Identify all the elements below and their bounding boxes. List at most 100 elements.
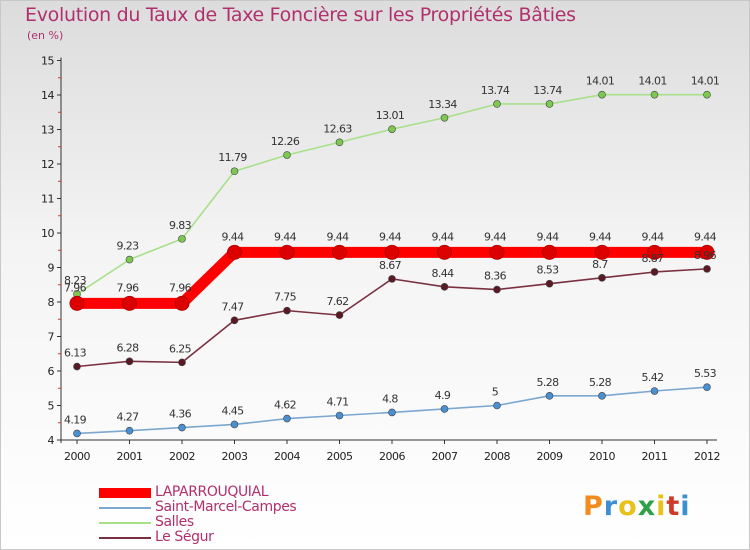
data-point [283, 151, 291, 159]
data-point [335, 311, 344, 319]
data-label: 5.28 [536, 376, 559, 389]
data-point [227, 244, 242, 260]
data-point [703, 383, 711, 392]
data-label: 14.01 [691, 75, 720, 88]
data-point [545, 100, 554, 108]
data-label: 8.23 [64, 274, 87, 287]
logo-letter: x [637, 491, 657, 522]
data-label: 5.42 [641, 371, 663, 384]
data-label: 5.28 [589, 376, 612, 389]
data-label: 9.44 [326, 230, 349, 243]
data-point [388, 275, 396, 283]
data-point [388, 408, 396, 417]
legend-label: Salles [155, 514, 194, 530]
x-tick-label: 2009 [537, 450, 563, 463]
legend-label: LAPARROUQUIAL [155, 484, 269, 500]
logo-letter: P [583, 491, 604, 522]
x-tick-label: 2000 [64, 450, 90, 463]
x-tick-label: 2010 [589, 450, 615, 463]
data-point [122, 295, 137, 311]
data-label: 8.44 [431, 267, 454, 280]
data-point [230, 316, 239, 325]
x-tick-label: 2006 [379, 450, 405, 463]
data-point [440, 405, 449, 413]
x-tick-label: 2005 [327, 450, 353, 463]
data-point [73, 429, 81, 438]
y-tick-label: 5 [48, 400, 55, 413]
logo-letter: r [603, 491, 619, 522]
data-point [703, 90, 711, 99]
data-point [69, 295, 85, 311]
data-label: 12.26 [271, 135, 300, 148]
data-label: 9.44 [694, 230, 717, 243]
y-tick-label: 12 [41, 158, 54, 171]
x-tick-label: 2002 [169, 450, 195, 463]
data-label: 13.74 [533, 84, 562, 97]
y-tick-label: 9 [48, 262, 55, 275]
data-label: 8.36 [484, 270, 507, 283]
data-point [440, 113, 449, 122]
data-point [542, 244, 557, 260]
y-tick-label: 4 [48, 434, 55, 447]
data-point [125, 426, 134, 435]
data-point [388, 125, 396, 133]
logo-letter: t [666, 491, 681, 522]
data-label: 4.9 [435, 389, 451, 402]
data-label: 13.34 [428, 98, 457, 111]
x-tick-label: 2004 [274, 450, 300, 463]
data-label: 12.63 [323, 122, 352, 135]
legend-swatch [99, 522, 151, 524]
data-label: 4.36 [169, 408, 192, 421]
data-label: 5 [492, 386, 499, 399]
data-label: 9.83 [169, 219, 192, 232]
logo-letter: i [656, 491, 667, 522]
data-label: 8.96 [694, 249, 717, 262]
data-point [437, 244, 452, 260]
data-label: 8.53 [536, 264, 559, 277]
data-label: 4.62 [274, 399, 296, 412]
data-point [650, 268, 659, 276]
data-label: 9.44 [221, 230, 244, 243]
chart-title: Evolution du Taux de Taxe Foncière sur l… [25, 4, 576, 26]
data-point [125, 255, 134, 264]
data-point [332, 244, 347, 260]
data-point [545, 279, 554, 288]
data-point [440, 283, 449, 291]
legend-swatch [99, 537, 151, 539]
data-point [335, 138, 344, 147]
data-point [279, 244, 295, 260]
data-point [598, 90, 606, 99]
data-point [178, 235, 186, 243]
data-point [230, 167, 239, 176]
y-tick-label: 10 [41, 227, 54, 240]
y-tick-label: 7 [48, 331, 55, 344]
x-tick-label: 2007 [432, 450, 458, 463]
legend-swatch [99, 507, 151, 509]
data-label: 7.96 [116, 281, 139, 294]
data-point [598, 392, 606, 400]
data-point [699, 244, 715, 260]
data-point [650, 90, 659, 99]
data-label: 9.44 [589, 230, 612, 243]
data-point [493, 285, 501, 294]
data-label: 9.44 [484, 230, 507, 243]
data-point [647, 244, 662, 260]
data-point [598, 274, 606, 282]
data-point [493, 401, 501, 410]
legend-swatch [99, 488, 151, 498]
data-label: 6.13 [64, 347, 87, 360]
data-point [335, 411, 344, 420]
data-label: 4.71 [326, 396, 348, 409]
x-tick-label: 2012 [694, 450, 720, 463]
data-label: 6.28 [116, 341, 139, 354]
data-label: 4.19 [64, 413, 87, 426]
logo-letter: i [680, 491, 691, 522]
data-point [283, 306, 291, 315]
data-point [178, 423, 186, 432]
data-point [489, 244, 505, 260]
data-point [384, 244, 400, 260]
data-label: 9.23 [116, 240, 139, 253]
data-point [174, 295, 190, 311]
y-tick-label: 8 [48, 296, 55, 309]
data-label: 8.87 [641, 252, 664, 265]
